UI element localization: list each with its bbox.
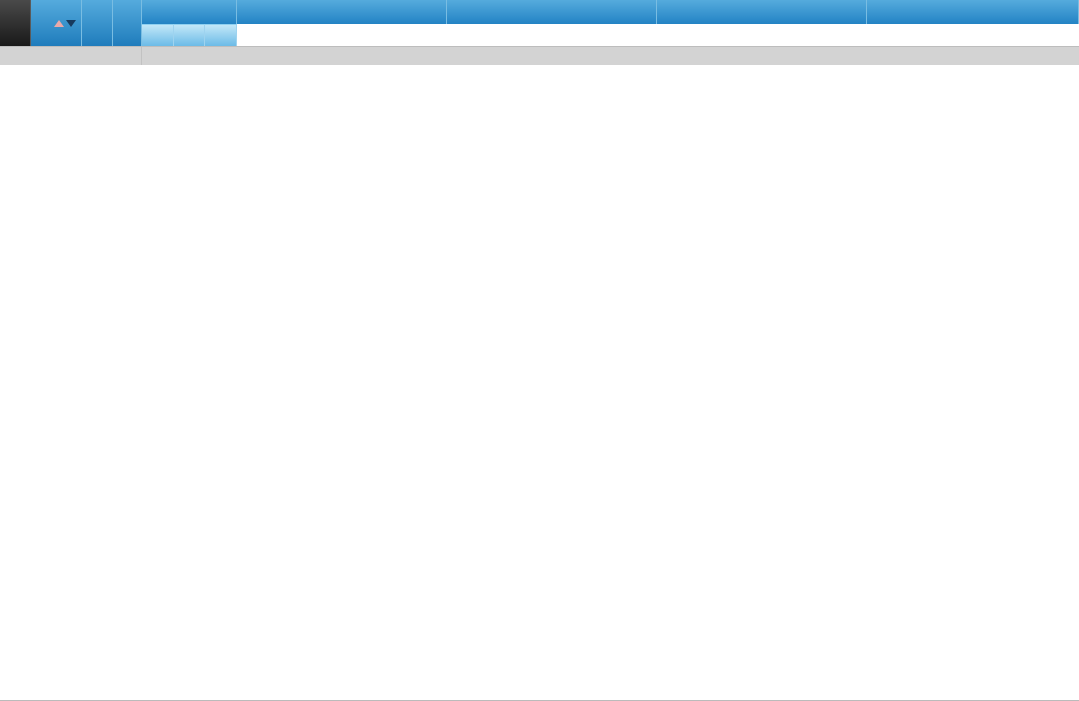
footer-cells [142,47,1079,65]
header-group-bai [447,0,657,46]
header-dist-title [237,0,447,24]
prediction-row-tab[interactable] [0,47,142,65]
header-group-shi [657,0,867,46]
header-ge-title [867,0,1079,24]
table-header [0,0,1079,46]
table-footer [0,46,1079,65]
header-group-dist [237,0,447,46]
header-type-baozi [142,24,174,46]
sort-desc-icon[interactable] [65,20,76,27]
header-bai-title [447,0,657,24]
header-type-title [142,0,237,24]
header-period [31,0,82,46]
header-shi-title [657,0,867,24]
sort-widget [53,19,76,27]
header-test [82,0,113,46]
sort-asc-icon[interactable] [53,20,64,27]
header-type-zuliu [205,24,238,46]
header-group-ge [867,0,1079,46]
header-seq [0,0,31,46]
header-prize [113,0,142,46]
header-group-type [142,0,238,46]
header-type-zusan [173,24,206,46]
